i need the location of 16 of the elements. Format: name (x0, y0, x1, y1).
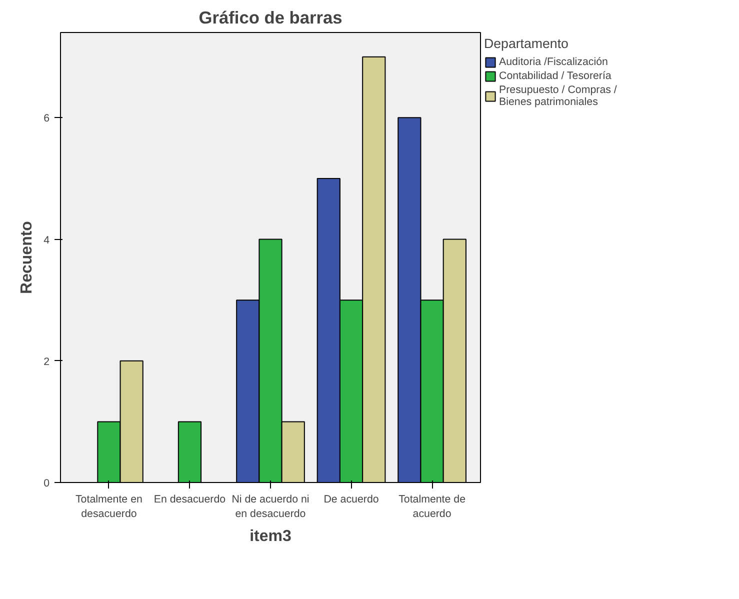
y-tick-label: 2 (44, 356, 50, 368)
y-tick-label: 6 (44, 112, 50, 125)
x-axis-title: item3 (250, 528, 292, 545)
legend-label: Contabilidad / Tesorería (499, 70, 612, 82)
x-tick-label: Ni de acuerdo ni en desacuerdo (232, 494, 310, 520)
x-tick-label: Totalmente de acuerdo (398, 494, 466, 520)
x-tick-label: Totalmente en desacuerdo (75, 494, 143, 520)
legend-title: Departamento (484, 36, 570, 51)
chart-title: Gráfico de barras (198, 8, 342, 28)
y-axis-title: Recuento (18, 220, 36, 294)
y-tick-label: 0 (44, 478, 50, 490)
legend-label: Auditoria /Fiscalización (499, 56, 608, 68)
x-tick-label: En desacuerdo (154, 494, 226, 506)
y-tick-label: 4 (44, 234, 50, 246)
x-tick-label: De acuerdo (324, 494, 379, 506)
legend-label: Presupuesto / Compras / Bienes patrimoniales (499, 84, 617, 108)
